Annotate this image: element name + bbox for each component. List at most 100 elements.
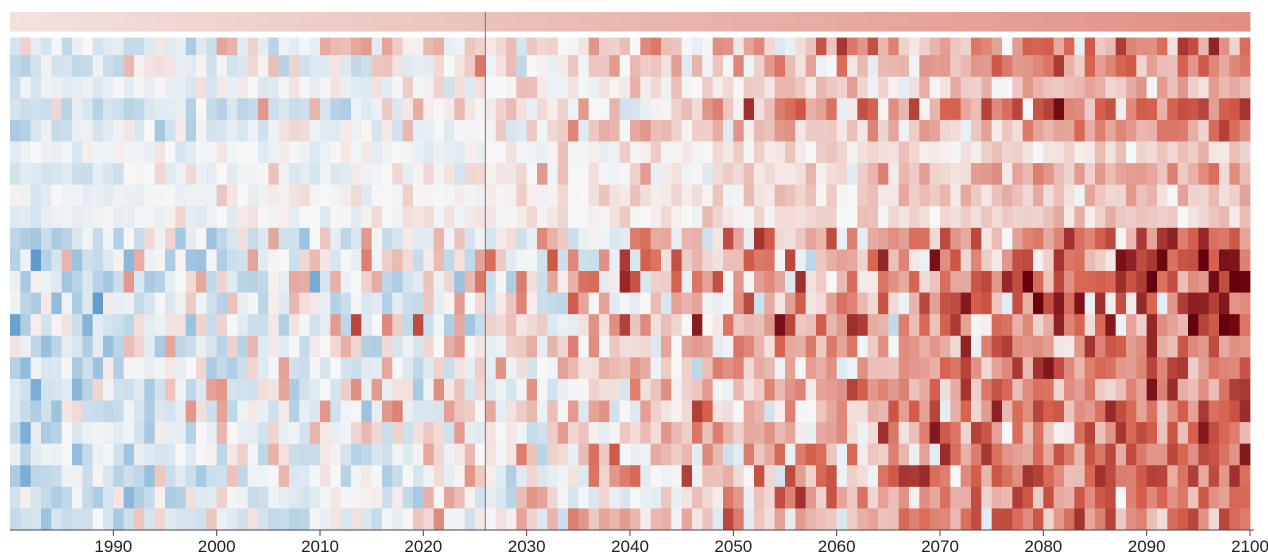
heatmap-cell [495, 37, 507, 60]
heatmap-cell [454, 184, 466, 207]
heatmap-cell [464, 400, 476, 423]
heatmap-cell [351, 400, 362, 423]
heatmap-cell [516, 141, 528, 164]
heatmap-cell [1074, 37, 1086, 60]
heatmap-cell [30, 76, 42, 99]
heatmap-cell [495, 184, 507, 207]
heatmap-cell [1022, 37, 1034, 60]
heatmap-cell [185, 335, 197, 358]
heatmap-cell [506, 422, 517, 445]
heatmap-cell [630, 206, 641, 229]
heatmap-cell [578, 422, 590, 445]
heatmap-cell [702, 465, 714, 488]
heatmap-cell [1002, 314, 1013, 337]
heatmap-cell [258, 12, 269, 32]
heatmap-cell [495, 443, 507, 466]
heatmap-cell [888, 206, 900, 229]
heatmap-cell [547, 76, 559, 99]
heatmap-cell [227, 98, 238, 121]
heatmap-cell [702, 400, 714, 423]
heatmap-cell [330, 227, 342, 250]
heatmap-cell [289, 206, 300, 229]
heatmap-cell [588, 400, 600, 423]
heatmap-cell [712, 357, 724, 380]
heatmap-cell [857, 98, 869, 121]
heatmap-cell [175, 12, 187, 32]
heatmap-cell [82, 227, 94, 250]
heatmap-cell [557, 37, 569, 60]
heatmap-cell [681, 357, 693, 380]
heatmap-cell [1033, 206, 1044, 229]
heatmap-cell [1239, 271, 1251, 293]
heatmap-cell [867, 465, 879, 488]
heatmap-cell [423, 37, 435, 60]
heatmap-cell [1188, 486, 1199, 509]
heatmap-cell [599, 227, 610, 250]
heatmap-cell [113, 292, 125, 315]
heatmap-cell [981, 486, 993, 509]
heatmap-cell [175, 357, 187, 380]
heatmap-cell [630, 422, 641, 445]
heatmap-cell [299, 271, 311, 293]
heatmap-cell [557, 335, 569, 358]
heatmap-cell [103, 465, 114, 488]
heatmap-cell [1033, 486, 1044, 509]
heatmap-cell [661, 37, 672, 60]
heatmap-cell [144, 55, 156, 78]
heatmap-cell [816, 206, 827, 229]
heatmap-cell [41, 12, 52, 32]
heatmap-cell [495, 465, 507, 488]
heatmap-cell [692, 98, 703, 121]
heatmap-cell [671, 98, 683, 121]
heatmap-cell [495, 378, 507, 401]
heatmap-cell [630, 508, 641, 531]
heatmap-cell [1157, 508, 1168, 531]
heatmap-cell [723, 378, 734, 401]
heatmap-cell [640, 76, 652, 99]
heatmap-cell [30, 292, 42, 315]
x-tick-label: 2060 [818, 537, 856, 556]
heatmap-cell [1002, 55, 1013, 78]
heatmap-cell [506, 314, 517, 337]
heatmap-cell [175, 292, 187, 315]
heatmap-cell [392, 163, 404, 186]
heatmap-cell [206, 163, 218, 186]
heatmap-cell [1064, 271, 1075, 293]
heatmap-cell [196, 486, 207, 509]
heatmap-cell [10, 98, 21, 121]
heatmap-cell [1146, 119, 1158, 142]
heatmap-cell [247, 12, 259, 32]
heatmap-cell [712, 141, 724, 164]
heatmap-cell [92, 37, 104, 60]
heatmap-cell [1115, 314, 1127, 337]
heatmap-cell [1002, 98, 1013, 121]
heatmap-cell [309, 55, 321, 78]
heatmap-cell [289, 12, 300, 32]
heatmap-cell [919, 486, 931, 509]
heatmap-cell [1043, 163, 1055, 186]
heatmap-cell [568, 271, 579, 293]
heatmap-cell [1053, 400, 1065, 423]
heatmap-cell [1084, 249, 1096, 272]
heatmap-cell [816, 55, 827, 78]
heatmap-cell [1053, 37, 1065, 60]
heatmap-cell [795, 335, 807, 358]
heatmap-cell [382, 141, 393, 164]
heatmap-cell [1167, 98, 1179, 121]
heatmap-cell [1177, 163, 1189, 186]
heatmap-cell [1188, 12, 1199, 32]
heatmap-cell [1002, 249, 1013, 272]
heatmap-cell [299, 249, 311, 272]
heatmap-cell [712, 422, 724, 445]
heatmap-cell [1229, 443, 1241, 466]
heatmap-cell [1188, 508, 1199, 531]
heatmap-cell [1157, 249, 1168, 272]
heatmap-cell [671, 141, 683, 164]
heatmap-cell [165, 206, 176, 229]
heatmap-cell [206, 98, 218, 121]
heatmap-cell [568, 314, 579, 337]
heatmap-cell [1053, 141, 1065, 164]
heatmap-cell [1064, 422, 1075, 445]
heatmap-cell [898, 292, 910, 315]
heatmap-cell [123, 335, 135, 358]
